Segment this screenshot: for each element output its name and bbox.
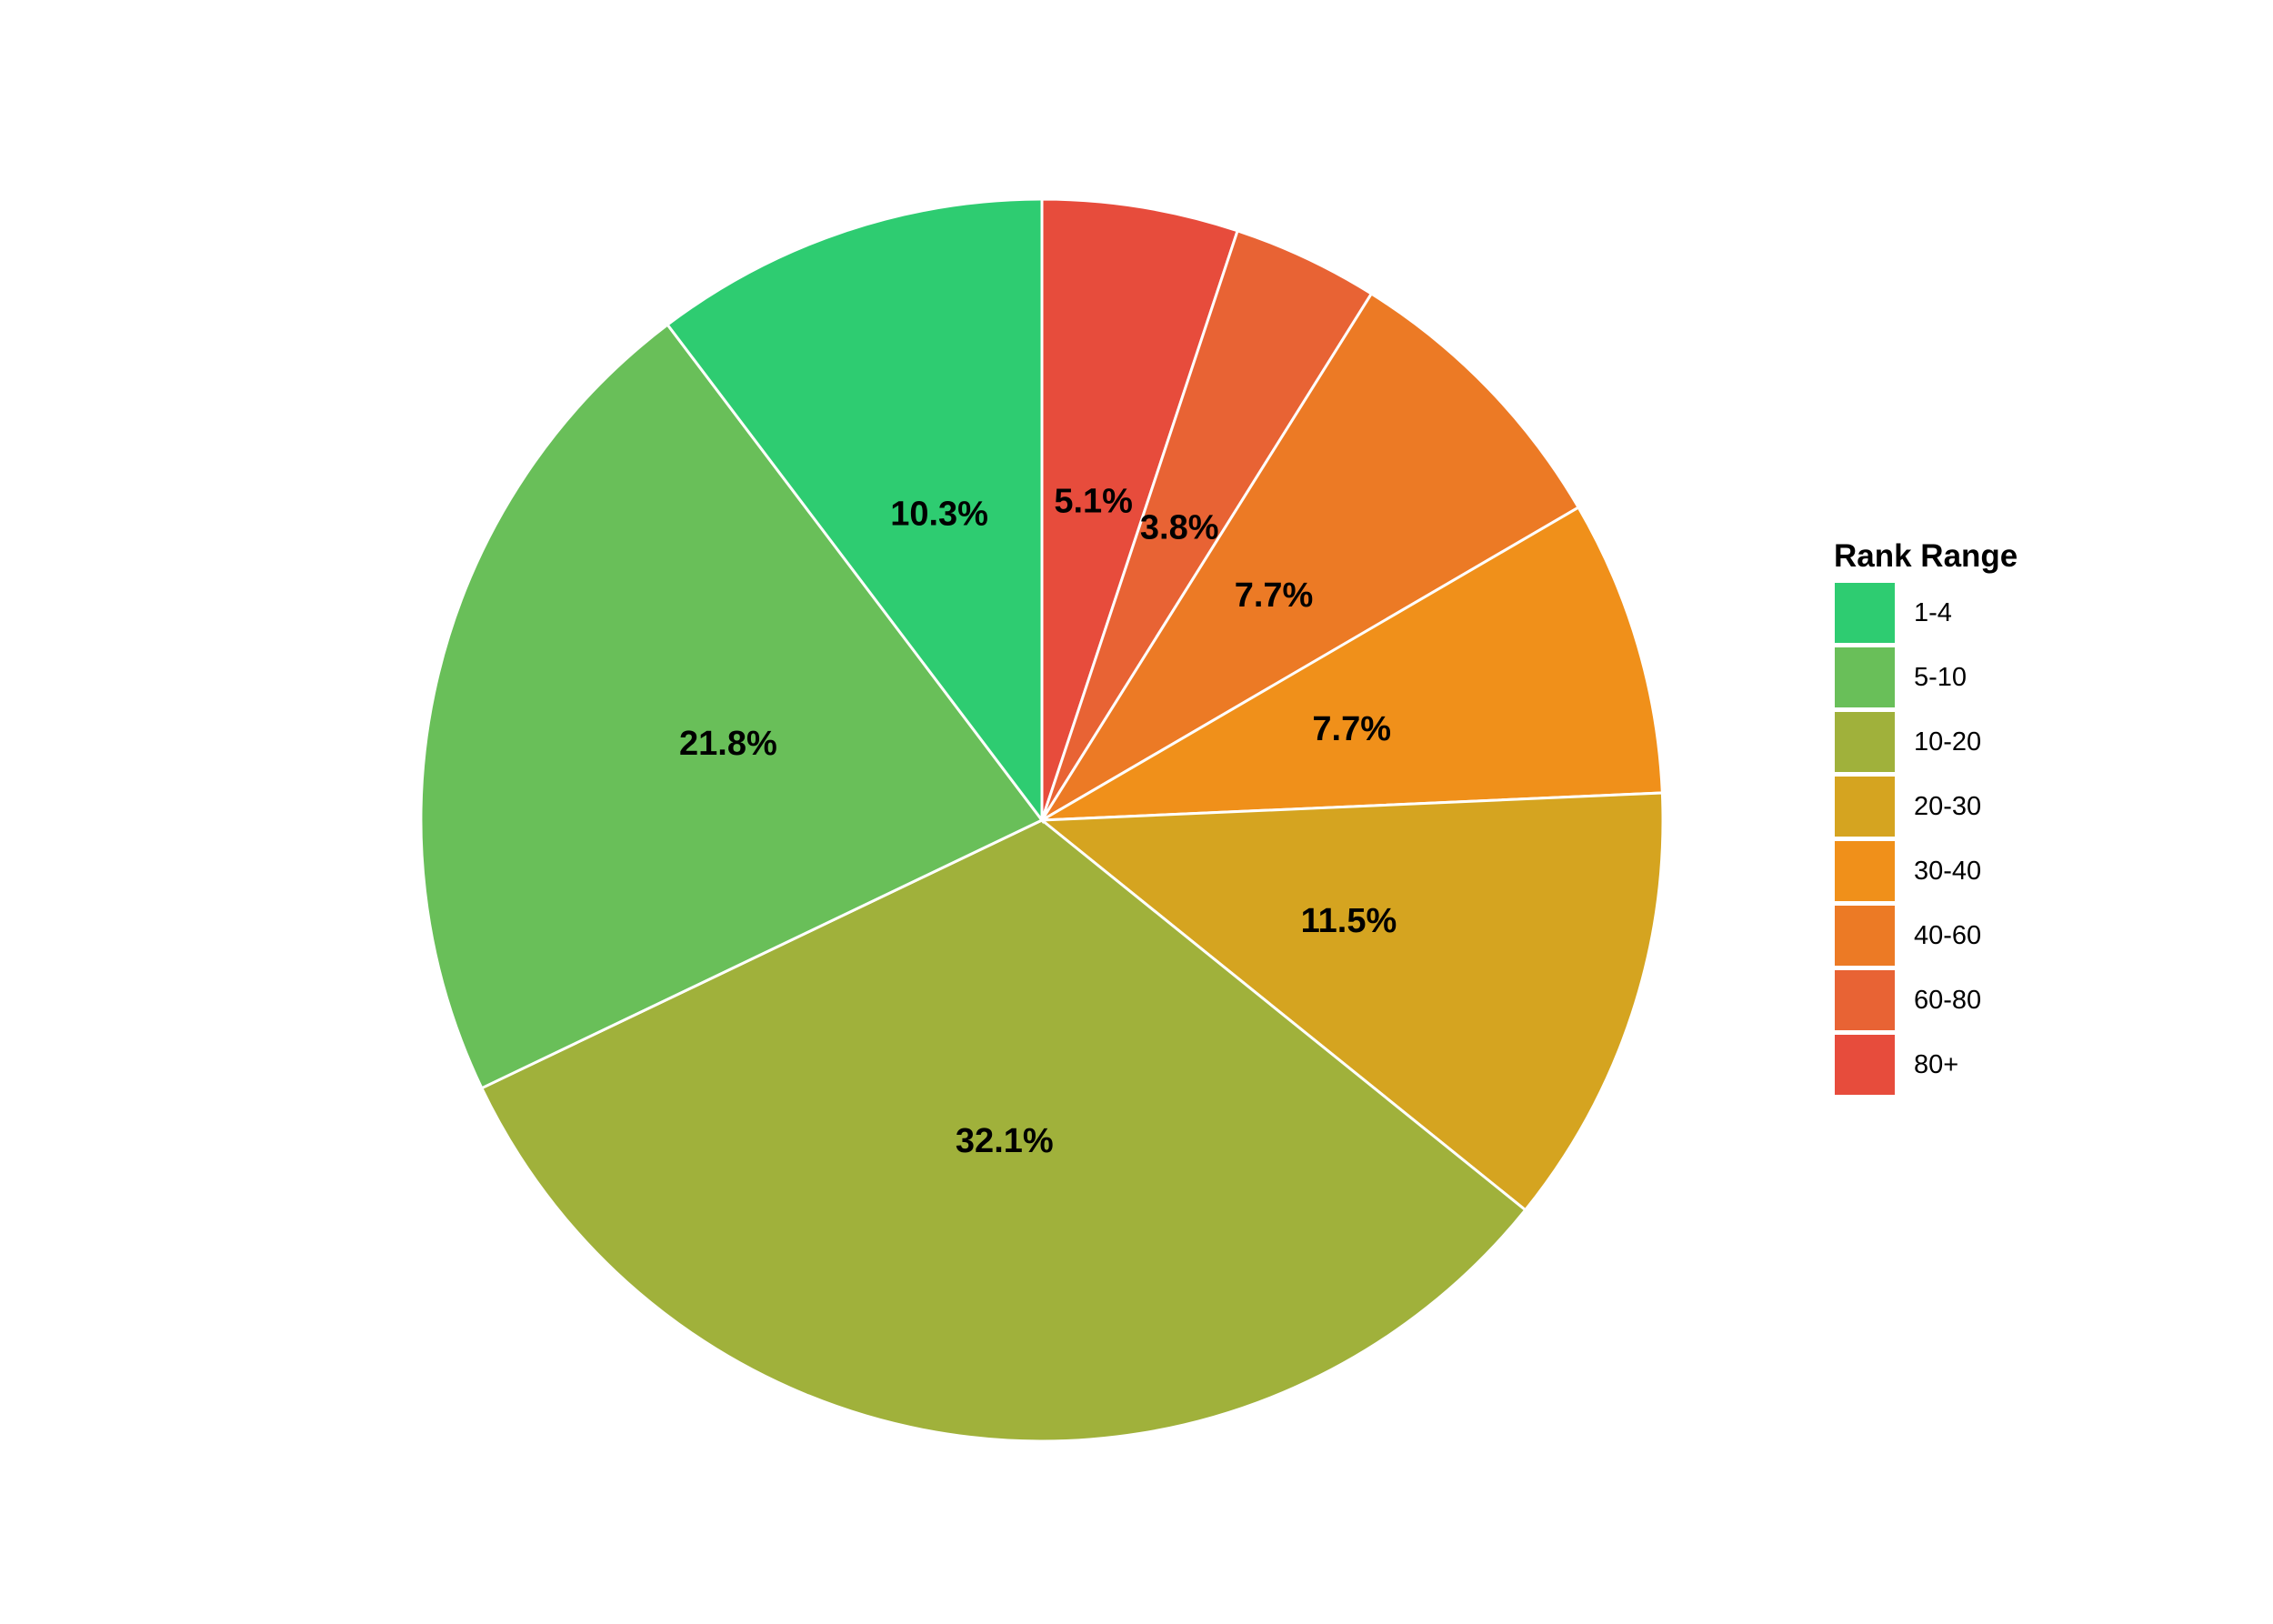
legend-label-5-10: 5-10 — [1914, 663, 1967, 692]
legend-swatch-10-20 — [1835, 712, 1895, 772]
legend-swatch-1-4 — [1835, 583, 1895, 643]
legend-swatch-40-60 — [1835, 906, 1895, 966]
pie-slice-40-60 — [1040, 291, 1581, 822]
legend-swatch-20-30 — [1835, 777, 1895, 837]
legend-items: 1-4 5-10 10-20 20-30 30-40 40-60 60-80 80+ — [1835, 583, 1981, 1095]
legend-label-60-80: 60-80 — [1914, 986, 1981, 1015]
pie-slice-80plus — [1040, 197, 1240, 821]
slice-value-label-30-40: 7.7% — [1312, 710, 1391, 748]
pie-slice-20-30 — [1037, 791, 1665, 1212]
slice-value-label-10-20: 32.1% — [956, 1122, 1054, 1160]
slice-value-label-5-10: 21.8% — [679, 725, 777, 763]
pie-slice-10-20 — [479, 818, 1527, 1443]
slice-value-label-20-30: 11.5% — [1301, 902, 1397, 940]
pie-slice-5-10 — [419, 323, 1045, 1090]
legend: Rank Range 1-4 5-10 10-20 20-30 30-40 40-60 60… — [1834, 538, 2018, 1095]
legend-label-80plus: 80+ — [1914, 1050, 1958, 1079]
pie-value-labels: 5.1%3.8% 7.7% 7.7% 11.5% 32.1% 21.8% 10.3% — [679, 482, 1397, 1159]
legend-label-20-30: 20-30 — [1914, 792, 1981, 821]
legend-label-1-4: 1-4 — [1914, 598, 1952, 627]
legend-label-10-20: 10-20 — [1914, 727, 1981, 757]
legend-label-40-60: 40-60 — [1914, 921, 1981, 950]
slice-value-label-60-80: 3.8% — [1140, 509, 1219, 547]
legend-title: Rank Range — [1834, 538, 2018, 574]
legend-swatch-5-10 — [1835, 647, 1895, 707]
legend-swatch-60-80 — [1835, 970, 1895, 1030]
slice-value-label-1-4: 10.3% — [890, 495, 988, 533]
legend-swatch-80plus — [1835, 1035, 1895, 1095]
pie-slices — [419, 197, 1665, 1443]
slice-value-label-80plus: 5.1% — [1054, 482, 1133, 520]
legend-label-30-40: 30-40 — [1914, 857, 1981, 886]
legend-swatch-30-40 — [1835, 841, 1895, 901]
pie-slice-30-40 — [1041, 505, 1664, 822]
slice-value-label-40-60: 7.7% — [1235, 576, 1314, 615]
pie-slice-1-4 — [666, 197, 1044, 825]
